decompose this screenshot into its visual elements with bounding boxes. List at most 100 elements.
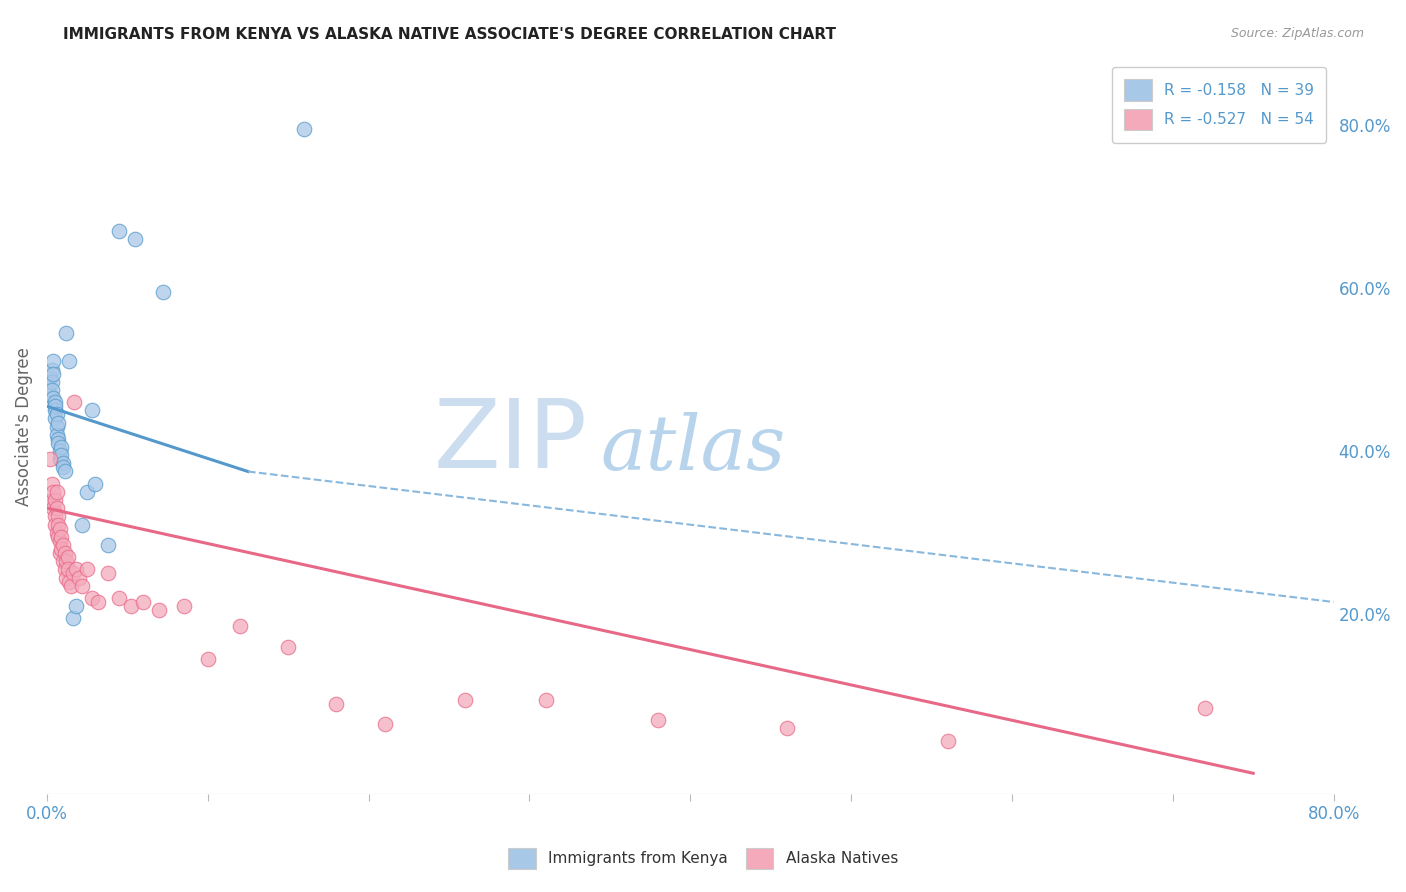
- Point: [42, 367, 65, 381]
- Point: [534, 693, 557, 707]
- Point: [51, 448, 73, 462]
- Point: [44, 517, 66, 532]
- Text: Source: ZipAtlas.com: Source: ZipAtlas.com: [1230, 27, 1364, 40]
- Point: [46, 530, 69, 544]
- Point: [72, 579, 94, 593]
- Point: [51, 530, 73, 544]
- Point: [108, 591, 131, 605]
- Point: [45, 427, 67, 442]
- Point: [647, 713, 669, 727]
- Point: [41, 493, 63, 508]
- Legend: Immigrants from Kenya, Alaska Natives: Immigrants from Kenya, Alaska Natives: [502, 841, 904, 875]
- Point: [936, 733, 959, 747]
- Point: [41, 375, 63, 389]
- Point: [45, 484, 67, 499]
- Point: [56, 562, 79, 576]
- Point: [52, 554, 75, 568]
- Point: [454, 693, 477, 707]
- Point: [65, 599, 87, 613]
- Point: [148, 603, 170, 617]
- Point: [56, 550, 79, 565]
- Point: [39, 452, 62, 467]
- Point: [41, 362, 63, 376]
- Point: [84, 476, 107, 491]
- Point: [374, 717, 396, 731]
- Point: [46, 432, 69, 446]
- Point: [45, 525, 67, 540]
- Point: [132, 595, 155, 609]
- Point: [55, 326, 77, 340]
- Point: [42, 391, 65, 405]
- Point: [45, 408, 67, 422]
- Point: [42, 354, 65, 368]
- Point: [53, 465, 76, 479]
- Point: [49, 444, 72, 458]
- Point: [229, 619, 252, 633]
- Point: [45, 501, 67, 516]
- Point: [53, 562, 76, 576]
- Point: [41, 476, 63, 491]
- Point: [44, 395, 66, 409]
- Point: [46, 416, 69, 430]
- Point: [49, 452, 72, 467]
- Point: [44, 399, 66, 413]
- Legend: R = -0.158   N = 39, R = -0.527   N = 54: R = -0.158 N = 39, R = -0.527 N = 54: [1112, 67, 1326, 143]
- Point: [52, 460, 75, 475]
- Text: atlas: atlas: [600, 412, 786, 485]
- Text: IMMIGRANTS FROM KENYA VS ALASKA NATIVE ASSOCIATE'S DEGREE CORRELATION CHART: IMMIGRANTS FROM KENYA VS ALASKA NATIVE A…: [63, 27, 837, 42]
- Point: [62, 566, 84, 581]
- Point: [67, 570, 90, 584]
- Point: [49, 533, 72, 548]
- Point: [53, 546, 76, 560]
- Point: [44, 411, 66, 425]
- Point: [39, 370, 62, 384]
- Point: [108, 224, 131, 238]
- Point: [80, 403, 103, 417]
- Point: [51, 541, 73, 556]
- Point: [51, 440, 73, 454]
- Point: [49, 522, 72, 536]
- Point: [62, 611, 84, 625]
- Point: [44, 403, 66, 417]
- Point: [1194, 701, 1216, 715]
- Y-axis label: Associate's Degree: Associate's Degree: [15, 347, 32, 506]
- Point: [152, 285, 174, 299]
- Point: [87, 595, 110, 609]
- Point: [58, 574, 80, 589]
- Point: [776, 722, 799, 736]
- Point: [72, 517, 94, 532]
- Point: [76, 562, 98, 576]
- Point: [277, 640, 299, 654]
- Point: [52, 456, 75, 470]
- Point: [76, 484, 98, 499]
- Point: [55, 554, 77, 568]
- Text: ZIP: ZIP: [433, 395, 588, 488]
- Point: [42, 501, 65, 516]
- Point: [197, 652, 219, 666]
- Point: [55, 570, 77, 584]
- Point: [49, 546, 72, 560]
- Point: [173, 599, 195, 613]
- Point: [44, 493, 66, 508]
- Point: [46, 509, 69, 524]
- Point: [42, 484, 65, 499]
- Point: [97, 566, 120, 581]
- Point: [46, 436, 69, 450]
- Point: [46, 517, 69, 532]
- Point: [39, 387, 62, 401]
- Point: [52, 538, 75, 552]
- Point: [58, 354, 80, 368]
- Point: [120, 599, 142, 613]
- Point: [63, 395, 86, 409]
- Point: [65, 562, 87, 576]
- Point: [45, 419, 67, 434]
- Point: [44, 509, 66, 524]
- Point: [124, 232, 146, 246]
- Point: [41, 383, 63, 397]
- Point: [60, 579, 83, 593]
- Point: [292, 122, 315, 136]
- Point: [325, 697, 347, 711]
- Point: [80, 591, 103, 605]
- Point: [37, 379, 59, 393]
- Point: [97, 538, 120, 552]
